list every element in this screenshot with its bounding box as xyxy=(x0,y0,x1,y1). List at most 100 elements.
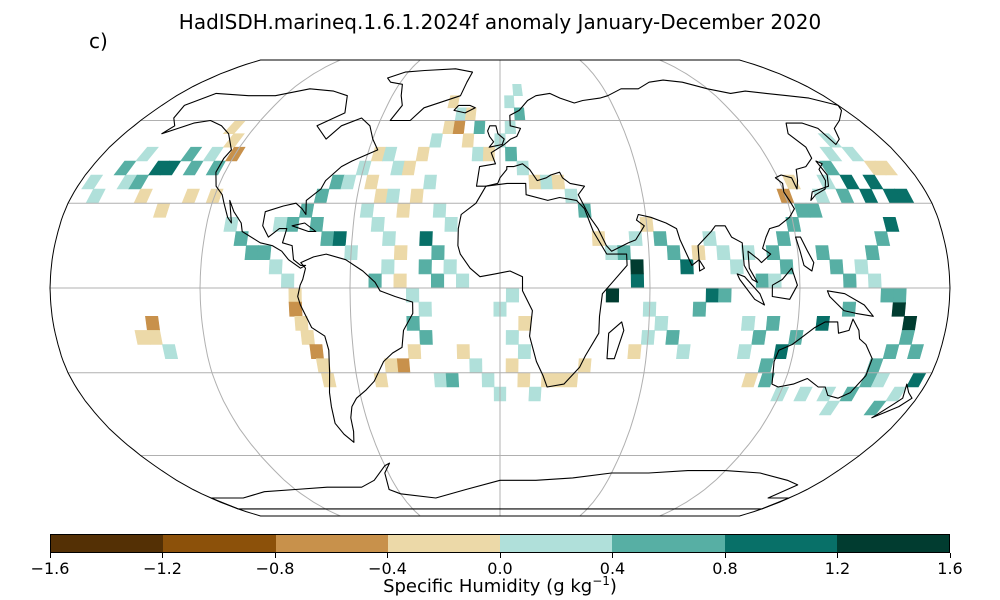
colorbar-segment xyxy=(163,535,276,552)
anomaly-cell xyxy=(481,372,495,388)
anomaly-cell xyxy=(829,259,844,275)
anomaly-cell xyxy=(666,245,681,260)
anomaly-cell xyxy=(891,301,907,317)
anomaly-cell xyxy=(880,287,895,303)
anomaly-cell xyxy=(907,344,924,359)
anomaly-cell xyxy=(564,372,579,388)
anomaly-cell xyxy=(751,330,767,345)
colorbar-tick xyxy=(162,553,163,558)
anomaly-cell xyxy=(418,301,432,317)
anomaly-cell xyxy=(882,344,900,359)
colorbar-tick-label: −0.8 xyxy=(255,559,295,578)
colorbar-segment xyxy=(51,535,164,552)
coastline xyxy=(736,273,766,306)
anomaly-cell xyxy=(605,287,620,303)
anomaly-cell xyxy=(741,372,759,388)
anomaly-cell xyxy=(233,231,249,246)
graticule xyxy=(50,59,950,517)
anomaly-cell xyxy=(864,245,880,260)
anomaly-cell xyxy=(779,259,794,275)
anomaly-cell xyxy=(818,400,841,416)
anomaly-cell xyxy=(359,202,375,218)
anomaly-cell xyxy=(370,217,385,232)
anomaly-cell xyxy=(705,287,720,303)
anomaly-cell xyxy=(431,245,445,260)
anomaly-cell xyxy=(244,245,260,260)
anomaly-cell xyxy=(152,202,171,218)
anomaly-cell xyxy=(309,217,324,232)
anomaly-cell xyxy=(505,330,519,345)
anomaly-cell xyxy=(364,174,380,190)
anomaly-cell xyxy=(443,259,457,275)
coastlines xyxy=(161,68,913,510)
anomaly-cell xyxy=(505,287,520,303)
anomaly-cell xyxy=(272,217,288,232)
anomaly-cell xyxy=(628,231,643,246)
coastline xyxy=(387,68,474,122)
anomaly-cell xyxy=(145,316,161,331)
anomaly-cell xyxy=(841,301,857,317)
coastline xyxy=(161,88,379,269)
colorbar-tick xyxy=(612,553,613,558)
anomaly-cell xyxy=(718,287,732,303)
colorbar-tick xyxy=(499,553,501,558)
anomaly-cell xyxy=(680,259,694,275)
anomaly-cell xyxy=(135,146,159,162)
anomaly-cell xyxy=(454,107,468,121)
anomaly-cell xyxy=(528,386,542,402)
anomaly-cell xyxy=(757,358,775,374)
anomaly-cell xyxy=(385,188,401,204)
anomaly-cell xyxy=(320,231,335,246)
coastline xyxy=(871,383,913,419)
anomaly-cell xyxy=(505,358,519,374)
colorbar-tick-label: 0.8 xyxy=(712,559,738,578)
coastline xyxy=(795,236,815,272)
anomaly-cell xyxy=(180,146,203,162)
anomaly-cell xyxy=(630,273,645,289)
anomaly-cell xyxy=(906,372,927,388)
anomaly-cell xyxy=(842,273,857,289)
anomaly-cell xyxy=(874,231,891,246)
anomaly-cell xyxy=(862,174,884,190)
anomaly-cell xyxy=(729,259,744,275)
anomaly-cell xyxy=(665,330,680,345)
anomaly-cell xyxy=(382,231,396,246)
anomaly-cell xyxy=(320,372,337,388)
colorbar-tick xyxy=(949,553,951,558)
coastline xyxy=(606,321,625,360)
coastline xyxy=(210,462,799,510)
anomaly-cell xyxy=(716,245,731,260)
colorbar-segment xyxy=(275,535,388,552)
anomaly-cell xyxy=(456,344,470,359)
anomaly-cell xyxy=(309,344,324,359)
anomaly-cell xyxy=(162,344,179,359)
anomaly-cell xyxy=(815,245,831,260)
anomaly-cell xyxy=(854,259,869,275)
anomaly-cell xyxy=(315,358,332,374)
anomaly-cell xyxy=(604,245,619,260)
anomaly-cell xyxy=(332,231,347,246)
anomaly-cell xyxy=(113,160,137,176)
anomaly-cell xyxy=(765,316,781,331)
anomaly-cell xyxy=(444,217,458,232)
anomaly-cell xyxy=(882,217,900,232)
anomaly-cell xyxy=(898,330,915,345)
graticule-meridian xyxy=(579,59,651,517)
anomaly-cell xyxy=(300,330,315,345)
anomaly-cell xyxy=(627,344,642,359)
colorbar-tick xyxy=(837,553,838,558)
graticule-meridian xyxy=(349,59,421,517)
anomaly-cell xyxy=(415,146,430,162)
anomaly-cell xyxy=(630,259,644,275)
anomaly-cell xyxy=(182,160,204,176)
coastline xyxy=(826,290,874,317)
anomaly-cell xyxy=(133,188,153,204)
coastline xyxy=(297,253,414,443)
anomaly-cell xyxy=(736,344,753,359)
anomaly-cell xyxy=(653,231,668,246)
anomaly-cell xyxy=(257,245,272,260)
colorbar-tick-label: −1.2 xyxy=(143,559,182,578)
anomaly-cell xyxy=(676,344,691,359)
anomaly-cell xyxy=(863,400,887,416)
anomaly-cell xyxy=(512,84,523,96)
